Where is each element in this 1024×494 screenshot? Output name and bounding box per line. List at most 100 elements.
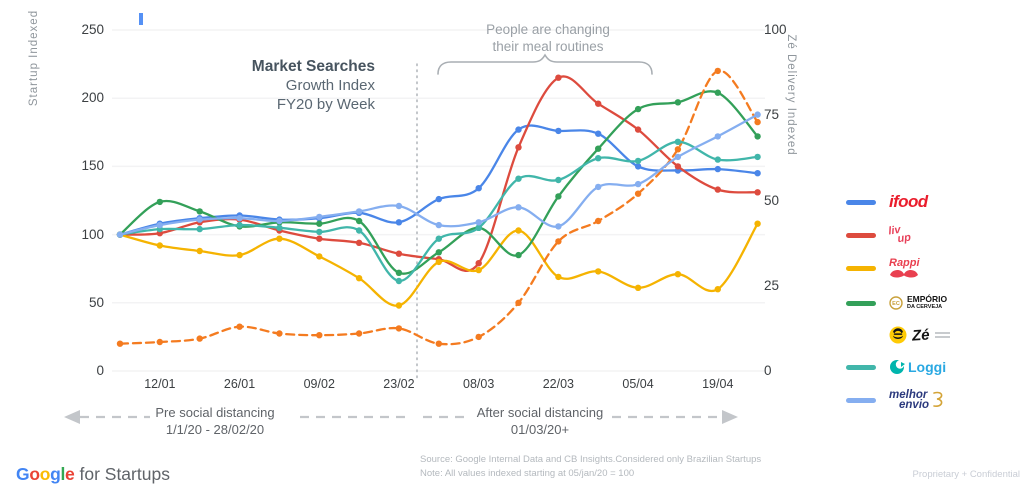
left-axis-tick: 50 — [88, 294, 104, 310]
emporio-line1: EMPÓRIO — [907, 294, 948, 304]
data-point — [435, 195, 442, 203]
data-point — [475, 185, 482, 192]
data-point — [196, 216, 203, 223]
data-point — [595, 155, 602, 162]
emporio-da-cerveja-logo: EC EMPÓRIO DA CERVEJA — [889, 295, 947, 311]
source-line: Source: Google Internal Data and CB Insi… — [420, 454, 762, 465]
google-wordmark: Google — [16, 464, 75, 484]
annotation-line2: their meal routines — [492, 39, 604, 54]
pre-social-distancing-label: Pre social distancing 1/1/20 - 28/02/20 — [125, 404, 305, 438]
left-axis-tick: 200 — [81, 90, 104, 106]
data-point — [316, 332, 323, 339]
data-point — [116, 340, 124, 347]
chart-title: Market Searches Growth Index FY20 by Wee… — [135, 57, 375, 114]
rappi-mustache-icon — [890, 269, 919, 278]
series-points-rappi — [116, 220, 761, 309]
annotation-line1: People are changing — [486, 22, 610, 37]
data-point — [515, 144, 522, 151]
series-points-z-delivery — [116, 67, 761, 347]
left-axis-tick: 100 — [81, 226, 104, 242]
data-point — [674, 153, 682, 161]
chart-title-line3: FY20 by Week — [276, 96, 375, 113]
emporio-line2: DA CERVEJA — [907, 304, 943, 310]
series-line-z-delivery — [118, 69, 759, 346]
data-point — [475, 219, 482, 226]
data-point — [355, 208, 363, 215]
data-point — [276, 330, 283, 337]
rappi-wordmark: Rappi — [889, 256, 920, 269]
data-point — [714, 133, 721, 140]
data-point — [435, 249, 442, 256]
data-point — [714, 186, 721, 193]
data-point — [156, 198, 163, 206]
google-letter: o — [39, 464, 51, 484]
svg-text:EC: EC — [892, 301, 900, 307]
cursor-artifact — [139, 13, 143, 25]
data-point — [236, 251, 243, 259]
data-point — [595, 217, 602, 225]
note-line: Note: All values indexed starting at 05/… — [420, 468, 635, 479]
legend-item-loggi: Loggi — [846, 354, 946, 380]
data-point — [634, 190, 642, 197]
chart-title-line2: Growth Index — [285, 77, 375, 94]
google-letter: e — [65, 464, 75, 484]
left-axis-tick: 0 — [96, 363, 104, 378]
data-point — [754, 189, 761, 196]
x-axis-tick: 19/04 — [702, 377, 734, 391]
pre-range: 1/1/20 - 28/02/20 — [165, 422, 265, 437]
data-point — [634, 105, 642, 113]
data-point — [674, 163, 682, 170]
data-point — [355, 275, 363, 282]
left-axis-title: Startup Indexed — [28, 9, 40, 107]
data-point — [754, 153, 761, 161]
right-arrowhead-icon — [722, 410, 738, 424]
data-point — [515, 175, 522, 182]
liv-up-logo: liv up — [888, 224, 912, 246]
data-point — [316, 228, 323, 236]
data-point — [634, 163, 642, 170]
legend-swatch-emporio-da-cerveja — [846, 300, 876, 306]
x-axis-tick: 23/02 — [383, 377, 415, 391]
data-point — [276, 217, 283, 225]
data-point — [156, 221, 163, 229]
google-letter: g — [50, 464, 61, 484]
data-point — [236, 221, 243, 229]
melhor-line2: envio — [899, 398, 930, 411]
ze-face-icon — [889, 326, 907, 344]
data-point — [435, 235, 442, 242]
google-letter: l — [60, 464, 66, 484]
google-suffix: for Startups — [79, 464, 170, 484]
data-point — [395, 269, 403, 276]
data-point — [475, 260, 482, 267]
right-axis-title: Zé Delivery Indexed — [785, 34, 797, 156]
x-axis-tick: 08/03 — [463, 377, 495, 391]
data-point — [634, 157, 642, 165]
data-point — [674, 271, 682, 278]
loggi-logo: Loggi — [889, 359, 946, 375]
right-axis-tick: 25 — [764, 277, 780, 293]
data-point — [674, 146, 682, 153]
data-point — [555, 223, 562, 230]
data-point — [754, 220, 761, 227]
data-point — [196, 335, 203, 342]
data-point — [754, 111, 761, 118]
x-axis-tick: 22/03 — [542, 377, 574, 391]
data-point — [674, 138, 682, 145]
meal-routines-annotation: People are changing their meal routines — [448, 21, 648, 55]
data-point — [515, 299, 522, 306]
x-axis-tick: 05/04 — [622, 377, 654, 391]
melhor-envio-swirl-icon — [933, 391, 943, 407]
data-point — [634, 284, 642, 291]
series-points-melhor-envio — [116, 111, 761, 238]
data-point — [395, 302, 403, 309]
data-point — [156, 242, 163, 249]
data-point — [435, 340, 442, 347]
legend-item-ifood: ifood — [846, 189, 928, 215]
ze-smallprint — [934, 332, 950, 338]
ze-delivery-logo: Zé — [889, 326, 950, 344]
post-range: 01/03/20+ — [510, 422, 570, 437]
right-axis-tick: 75 — [764, 107, 780, 123]
data-point — [515, 126, 522, 133]
data-point — [395, 250, 403, 257]
pre-label: Pre social distancing — [155, 405, 275, 420]
